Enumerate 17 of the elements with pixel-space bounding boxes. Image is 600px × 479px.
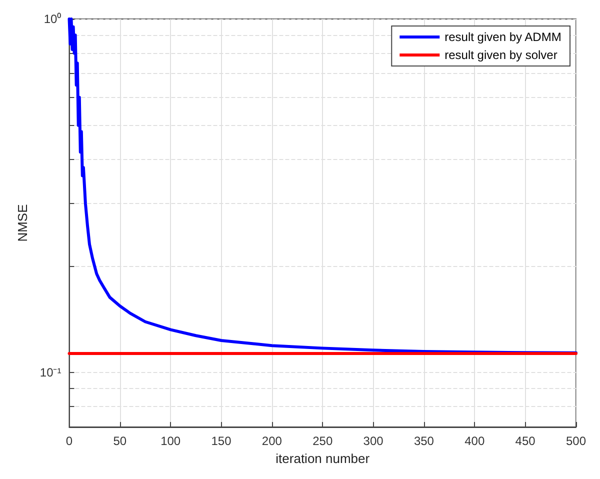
x-tick-label: 150	[211, 434, 232, 448]
x-tick-label: 500	[566, 434, 586, 448]
x-tick-label: 250	[312, 434, 333, 448]
y-tick-label: 10⁰	[44, 12, 62, 26]
x-tick-label: 400	[464, 434, 485, 448]
x-tick-label: 50	[113, 434, 127, 448]
y-tick-label: 10⁻¹	[40, 365, 62, 380]
x-tick-label: 200	[262, 434, 282, 448]
x-tick-label: 450	[515, 434, 536, 448]
x-tick-label: 350	[414, 434, 434, 448]
x-tick-label: 100	[160, 434, 181, 448]
x-tick-label: 300	[363, 434, 384, 448]
legend-label: result given by ADMM	[444, 30, 562, 44]
x-axis-title: iteration number	[276, 450, 370, 466]
y-axis-title: NMSE	[15, 204, 30, 242]
legend-label: result given by solver	[444, 48, 558, 62]
x-tick-label: 0	[66, 434, 73, 448]
